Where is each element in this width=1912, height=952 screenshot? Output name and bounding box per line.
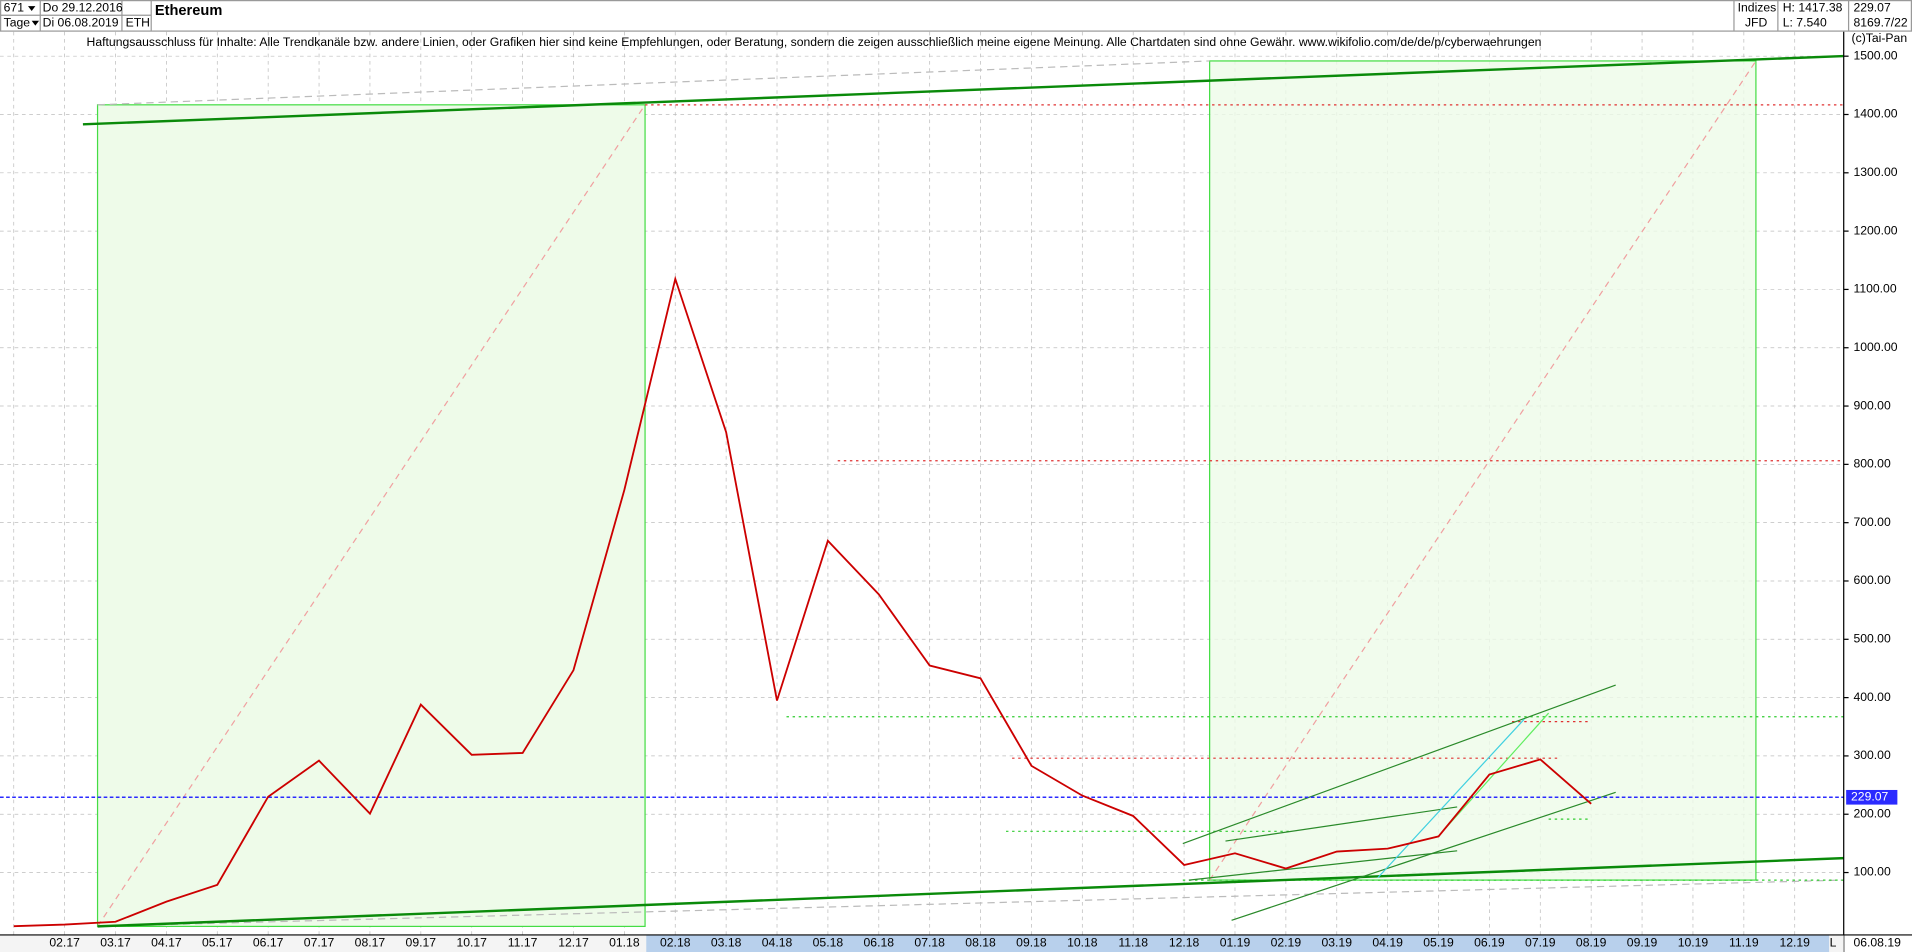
last-price-tag <box>1846 789 1898 805</box>
x-tick-label: 10.18 <box>1067 936 1098 950</box>
x-tick-label: 06.17 <box>253 936 284 950</box>
x-tick-label: 08.18 <box>965 936 996 950</box>
x-tick-label: 12.18 <box>1169 936 1200 950</box>
x-tick-label: 07.18 <box>914 936 945 950</box>
x-tick-label: 02.17 <box>49 936 80 950</box>
y-tick-label: 300.00 <box>1853 748 1891 762</box>
y-tick-label: 600.00 <box>1853 573 1891 587</box>
to-date: Di 06.08.2019 <box>43 15 119 29</box>
end-date: 06.08.19 <box>1853 936 1901 950</box>
x-tick-label: 07.19 <box>1525 936 1556 950</box>
x-tick-label: 02.18 <box>660 936 691 950</box>
x-tick-label: 11.19 <box>1729 936 1759 950</box>
y-tick-label: 500.00 <box>1853 632 1891 646</box>
channel-line <box>1444 712 1550 830</box>
copyright: (c)Tai-Pan <box>1852 31 1908 45</box>
x-tick-label: 08.17 <box>355 936 386 950</box>
x-tick-label: 10.19 <box>1678 936 1709 950</box>
x-tick-label: 01.18 <box>609 936 640 950</box>
zone <box>1209 60 1757 881</box>
x-tick-label: 09.18 <box>1016 936 1047 950</box>
y-tick-label: 200.00 <box>1853 806 1891 820</box>
guide-line <box>97 879 1844 928</box>
x-tick-label: 11.18 <box>1118 936 1148 950</box>
y-tick-label: 100.00 <box>1853 865 1891 879</box>
group: Indizes <box>1738 1 1777 15</box>
x-tick-label: 06.19 <box>1474 936 1505 950</box>
symbol: ETH <box>126 15 150 29</box>
x-tick-label: 01.19 <box>1220 936 1251 950</box>
dropdown-arrow[interactable] <box>31 20 40 26</box>
broker: JFD <box>1745 15 1768 29</box>
trend-line <box>82 54 1844 126</box>
y-tick-label: 1100.00 <box>1853 282 1896 296</box>
plot <box>0 275 1844 928</box>
end-flag: L <box>1830 936 1837 950</box>
chart-title: Ethereum <box>155 3 222 19</box>
zone <box>96 104 646 928</box>
x-tick-label: 08.19 <box>1576 936 1607 950</box>
x-tick-label: 05.17 <box>202 936 233 950</box>
last-price: 229.07 <box>1853 1 1891 15</box>
y-tick-label: 700.00 <box>1853 515 1891 529</box>
channel-line <box>1182 684 1616 845</box>
x-tick-label: 12.17 <box>558 936 589 950</box>
disclaimer: Haftungsausschluss für Inhalte: Alle Tre… <box>87 35 1542 49</box>
y-tick-label: 400.00 <box>1853 690 1891 704</box>
dropdown-arrow[interactable] <box>28 6 36 11</box>
channel-line <box>1231 791 1616 921</box>
axis-labels: 100.00 200.00 300.00 400.00 500.00 600.00 700.… <box>49 48 1897 949</box>
y-tick-label: 800.00 <box>1853 457 1891 471</box>
y-tick-label: 1300.00 <box>1853 165 1897 179</box>
annotations <box>82 54 1844 928</box>
low: L: 7.540 <box>1783 15 1827 29</box>
x-tick-label: 07.17 <box>304 936 335 950</box>
field: 8169.7/22 <box>1853 15 1907 29</box>
channel-line <box>1225 806 1458 842</box>
x-tick-label: 02.19 <box>1271 936 1302 950</box>
x-tick-label: 06.18 <box>864 936 895 950</box>
x-tick-label: 05.18 <box>813 936 844 950</box>
price-line <box>13 275 1592 928</box>
x-tick-label: 03.18 <box>711 936 742 950</box>
x-axis-highlight <box>646 934 1830 952</box>
x-tick-label: 04.19 <box>1372 936 1403 950</box>
x-tick-label: 05.19 <box>1423 936 1454 950</box>
count[interactable]: 671 <box>4 1 25 15</box>
header: 671 Tage Do 29.12.2016 Di 06.08.2019 Eth… <box>0 0 1912 32</box>
header-box <box>0 0 1912 32</box>
high: H: 1417.38 <box>1783 1 1843 15</box>
x-tick-label: 09.17 <box>406 936 437 950</box>
last-price-label: 229.07 <box>1851 789 1889 803</box>
y-tick-label: 1500.00 <box>1853 48 1897 62</box>
x-tick-label: 04.18 <box>762 936 793 950</box>
period[interactable]: Tage <box>4 15 31 29</box>
guide-line <box>97 60 1210 106</box>
x-tick-label: 09.19 <box>1627 936 1658 950</box>
trend-line <box>97 856 1844 928</box>
x-tick-label: 10.17 <box>456 936 487 950</box>
channel-line <box>1188 850 1458 881</box>
x-tick-label: 04.17 <box>151 936 182 950</box>
y-tick-label: 1200.00 <box>1853 223 1897 237</box>
from-date: Do 29.12.2016 <box>43 1 123 15</box>
x-tick-label: 03.19 <box>1322 936 1353 950</box>
y-tick-label: 1000.00 <box>1853 340 1897 354</box>
channel-line <box>1377 718 1525 879</box>
x-tick-label: 12.19 <box>1779 936 1810 950</box>
y-tick-label: 900.00 <box>1853 398 1891 412</box>
x-tick-label: 11.17 <box>508 936 538 950</box>
y-tick-label: 1400.00 <box>1853 107 1897 121</box>
x-tick-label: 03.17 <box>100 936 131 950</box>
